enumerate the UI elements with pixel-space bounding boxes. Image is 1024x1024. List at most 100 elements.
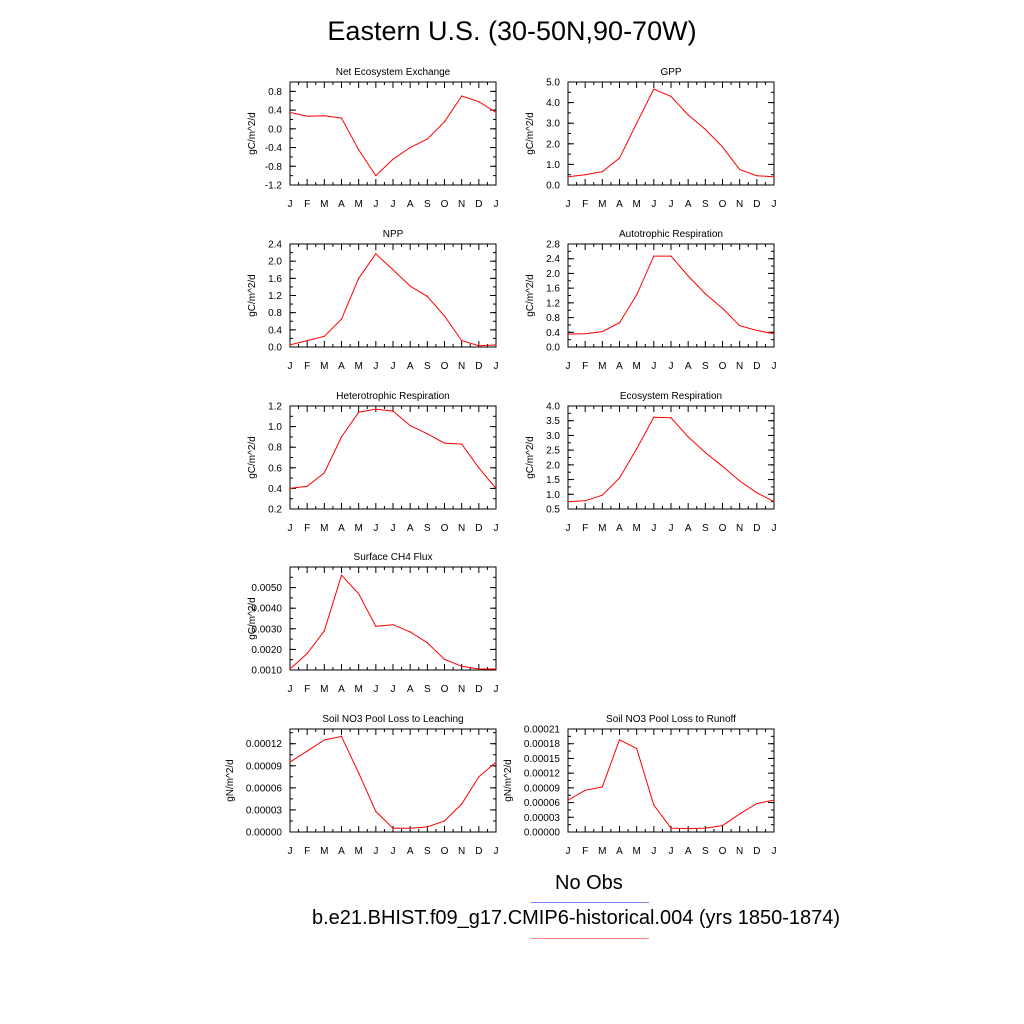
- data-point: [461, 443, 463, 445]
- x-tick-label: J: [494, 684, 499, 695]
- y-tick-label: 0.5: [546, 505, 560, 516]
- panel-2: J F M A M J J A S O N D J0.01.02.03.04.05.0GPPgC/m^2…: [525, 67, 777, 210]
- y-tick-label: 0.0040: [251, 604, 282, 615]
- data-point: [289, 668, 291, 670]
- x-tick-label: A: [616, 199, 623, 210]
- data-point: [618, 322, 621, 324]
- data-point: [409, 146, 411, 149]
- x-tick-label: S: [424, 846, 431, 857]
- y-tick-label: 0.00003: [524, 813, 561, 824]
- data-point: [584, 333, 586, 335]
- data-point: [567, 333, 569, 335]
- x-tick-label: M: [320, 684, 328, 695]
- x-tick-label: M: [598, 523, 606, 534]
- data-point: [392, 410, 394, 412]
- series-line: [567, 88, 775, 178]
- data-point: [323, 739, 325, 741]
- data-point: [495, 668, 497, 670]
- data-point: [409, 827, 411, 829]
- series-line: [567, 255, 775, 335]
- x-tick-label: D: [475, 684, 482, 695]
- x-tick-label: S: [424, 361, 431, 372]
- x-tick-label: J: [373, 361, 378, 372]
- x-tick-label: N: [458, 361, 465, 372]
- data-point: [721, 307, 724, 309]
- x-tick-label: S: [702, 846, 709, 857]
- data-point: [756, 175, 758, 177]
- data-point: [670, 417, 672, 419]
- data-point: [443, 442, 446, 444]
- y-tick-label: 0.0010: [251, 666, 282, 677]
- x-tick-label: J: [651, 361, 656, 372]
- x-tick-label: J: [669, 523, 674, 534]
- data-point: [392, 269, 394, 271]
- x-tick-label: A: [338, 684, 345, 695]
- x-tick-label: J: [772, 846, 777, 857]
- x-tick-label: M: [354, 199, 362, 210]
- x-tick-label: F: [304, 846, 310, 857]
- x-tick-label: F: [582, 523, 588, 534]
- data-point: [495, 111, 497, 114]
- x-tick-label: J: [651, 523, 656, 534]
- y-tick-label: 0.00006: [246, 783, 283, 794]
- x-tick-label: A: [685, 199, 692, 210]
- x-tick-label: F: [582, 361, 588, 372]
- data-point: [584, 500, 586, 502]
- x-tick-label: M: [632, 199, 640, 210]
- data-point: [426, 138, 428, 140]
- data-point: [618, 477, 621, 479]
- x-tick-label: N: [736, 846, 743, 857]
- x-tick-label: A: [616, 361, 623, 372]
- x-tick-label: M: [320, 846, 328, 857]
- x-tick-label: J: [566, 523, 571, 534]
- series-line: [567, 416, 775, 503]
- x-tick-label: S: [702, 199, 709, 210]
- x-tick-label: O: [441, 523, 449, 534]
- data-point: [584, 789, 586, 791]
- y-tick-label: 2.4: [546, 254, 560, 265]
- x-tick-label: A: [616, 523, 623, 534]
- series-line: [289, 253, 497, 347]
- y-tick-label: 1.2: [268, 402, 282, 413]
- series-line: [289, 95, 497, 177]
- x-tick-label: J: [494, 199, 499, 210]
- data-point: [756, 492, 758, 494]
- x-tick-label: M: [598, 361, 606, 372]
- x-tick-label: J: [772, 199, 777, 210]
- data-point: [601, 494, 603, 496]
- x-tick-label: J: [391, 361, 396, 372]
- x-tick-label: D: [753, 361, 760, 372]
- y-tick-label: 0.00018: [524, 739, 561, 750]
- x-tick-label: J: [373, 199, 378, 210]
- y-tick-label: 0.8: [546, 313, 560, 324]
- data-point: [340, 574, 343, 576]
- x-tick-label: J: [288, 199, 293, 210]
- x-tick-label: J: [566, 361, 571, 372]
- data-point: [773, 799, 775, 801]
- x-tick-label: A: [685, 361, 692, 372]
- data-point: [739, 168, 741, 171]
- data-point: [687, 114, 689, 116]
- x-tick-label: A: [616, 846, 623, 857]
- x-tick-label: N: [736, 361, 743, 372]
- y-tick-label: 4.0: [546, 98, 560, 109]
- x-tick-label: A: [685, 846, 692, 857]
- y-tick-label: 3.0: [546, 119, 560, 130]
- series-line: [289, 574, 496, 670]
- panel-9: J F M A M J J A S O N D J0.000000.000030.000060.0000…: [503, 714, 777, 857]
- x-tick-label: J: [566, 199, 571, 210]
- x-tick-label: F: [582, 846, 588, 857]
- y-axis-label: gC/m^2/d: [247, 274, 258, 317]
- x-tick-label: F: [304, 684, 310, 695]
- data-point: [323, 115, 325, 117]
- data-point: [358, 593, 360, 595]
- x-tick-label: J: [391, 523, 396, 534]
- data-point: [653, 255, 655, 257]
- data-point: [443, 121, 446, 123]
- x-tick-label: J: [288, 846, 293, 857]
- x-tick-label: J: [669, 361, 674, 372]
- data-point: [653, 88, 655, 90]
- data-point: [375, 175, 377, 177]
- x-tick-label: J: [651, 846, 656, 857]
- panel-8: J F M A M J J A S O N D J0.000000.000030.000060.0000…: [225, 714, 499, 857]
